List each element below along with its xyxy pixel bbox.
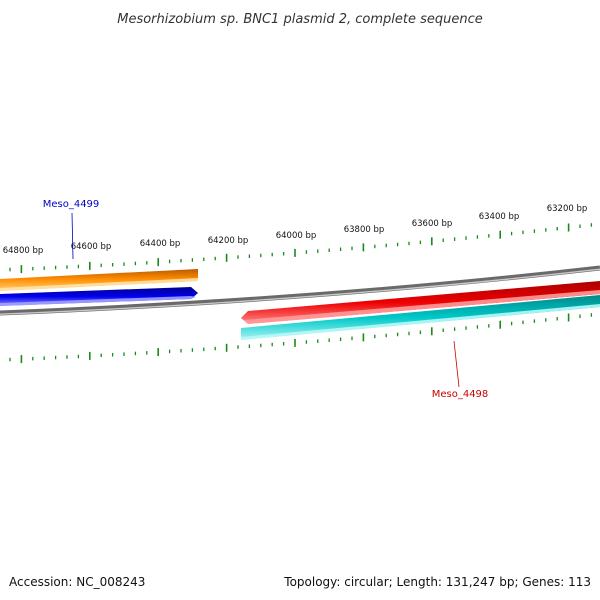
topology-summary: Topology: circular; Length: 131,247 bp; … (283, 575, 591, 589)
tick-label-63600: 63600 bp (412, 219, 453, 229)
gene-meso-4498[interactable] (241, 281, 600, 324)
gene-meso-4499[interactable] (0, 287, 198, 306)
tick-label-63800: 63800 bp (344, 225, 385, 235)
gene-label-meso-4499[interactable]: Meso_4499 (43, 199, 100, 210)
tick-labels: 64800 bp 64600 bp 64400 bp 64200 bp 6400… (3, 204, 588, 256)
upper-tick-scale (9, 223, 593, 274)
accession-text: Accession: NC_008243 (9, 575, 145, 589)
tick-label-64000: 64000 bp (276, 231, 317, 241)
lower-tick-scale (9, 313, 593, 364)
tick-label-64600: 64600 bp (71, 242, 112, 252)
meso-4499-pointer (71, 212, 74, 260)
orange-feature[interactable] (0, 269, 198, 291)
tick-label-64800: 64800 bp (3, 246, 44, 256)
tick-label-64400: 64400 bp (140, 239, 181, 249)
cyan-feature[interactable] (241, 295, 600, 340)
gene-label-meso-4498[interactable]: Meso_4498 (432, 389, 489, 400)
meso-4498-pointer (453, 340, 460, 388)
tick-label-63400: 63400 bp (479, 212, 520, 222)
tick-label-63200: 63200 bp (547, 204, 588, 214)
plasmid-backbone (0, 265, 600, 316)
tick-label-64200: 64200 bp (208, 236, 249, 246)
map-title: Mesorhizobium sp. BNC1 plasmid 2, comple… (117, 12, 483, 27)
